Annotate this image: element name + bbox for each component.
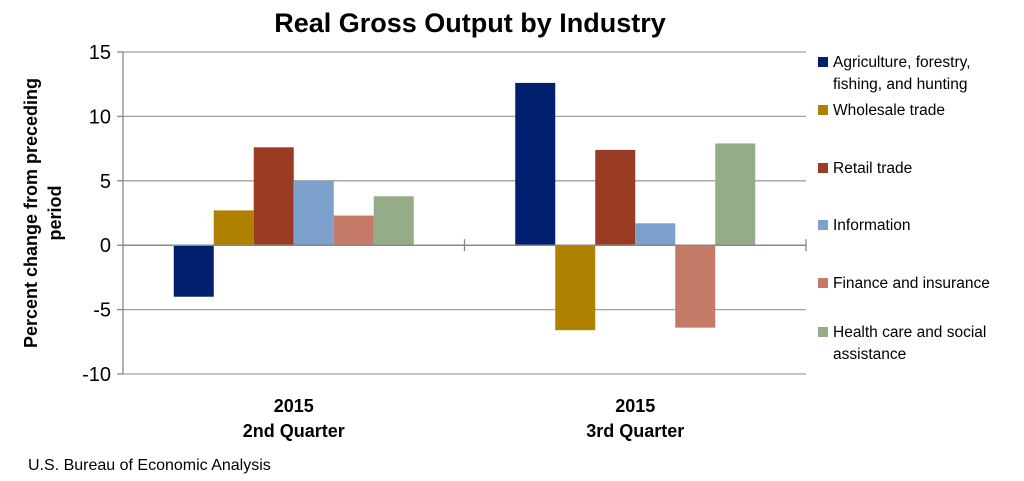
source-note: U.S. Bureau of Economic Analysis <box>28 457 271 474</box>
bar <box>213 210 254 246</box>
legend-swatch <box>818 105 828 115</box>
y-tick-label: 0 <box>100 235 111 257</box>
bar <box>515 82 556 246</box>
legend-label: Wholesale trade <box>833 102 945 119</box>
legend-label: assistance <box>833 346 906 363</box>
legend-item: Finance and insurance <box>818 275 990 292</box>
y-axis-label-line: Percent change from preceding <box>21 78 41 348</box>
legend-item: Agriculture, forestry, fishing, and hunti… <box>818 54 971 93</box>
bar <box>715 143 756 246</box>
bar <box>595 149 636 246</box>
legend-swatch <box>818 327 828 337</box>
legend-item: Health care and social assistance <box>818 324 986 363</box>
y-tick-label: 10 <box>89 106 111 128</box>
bar <box>173 245 214 297</box>
legend-label: Health care and social <box>833 324 986 341</box>
bar <box>253 147 294 246</box>
legend-item: Retail trade <box>818 160 912 177</box>
y-tick-label: 5 <box>100 171 111 193</box>
chart-title: Real Gross Output by Industry <box>274 8 666 38</box>
legend-label: Finance and insurance <box>833 275 990 292</box>
y-tick-label: -10 <box>82 364 111 386</box>
bar <box>333 215 374 246</box>
legend: Agriculture, forestry, fishing, and hunti… <box>818 54 990 363</box>
bar <box>635 223 676 246</box>
legend-label: Retail trade <box>833 160 912 177</box>
y-tick-label: 15 <box>89 42 111 64</box>
x-tick-label: 2015 <box>615 396 655 416</box>
legend-label: Agriculture, forestry, <box>833 54 971 71</box>
bar <box>675 245 716 328</box>
y-tick-label: -5 <box>93 300 111 322</box>
bar <box>555 245 596 331</box>
legend-label: fishing, and hunting <box>833 76 967 93</box>
y-axis-label: Percent change from preceding period <box>21 78 65 348</box>
legend-swatch <box>818 163 828 173</box>
x-tick-label: 2015 <box>274 396 314 416</box>
x-tick-label: 3rd Quarter <box>586 421 684 441</box>
legend-swatch <box>818 278 828 288</box>
legend-item: Information <box>818 217 911 234</box>
legend-label: Information <box>833 217 911 234</box>
bar <box>373 196 414 246</box>
legend-swatch <box>818 220 828 230</box>
bar <box>293 180 334 246</box>
x-tick-label: 2nd Quarter <box>243 421 345 441</box>
y-axis-label-line: period <box>45 185 65 240</box>
legend-item: Wholesale trade <box>818 102 945 119</box>
legend-swatch <box>818 57 828 67</box>
